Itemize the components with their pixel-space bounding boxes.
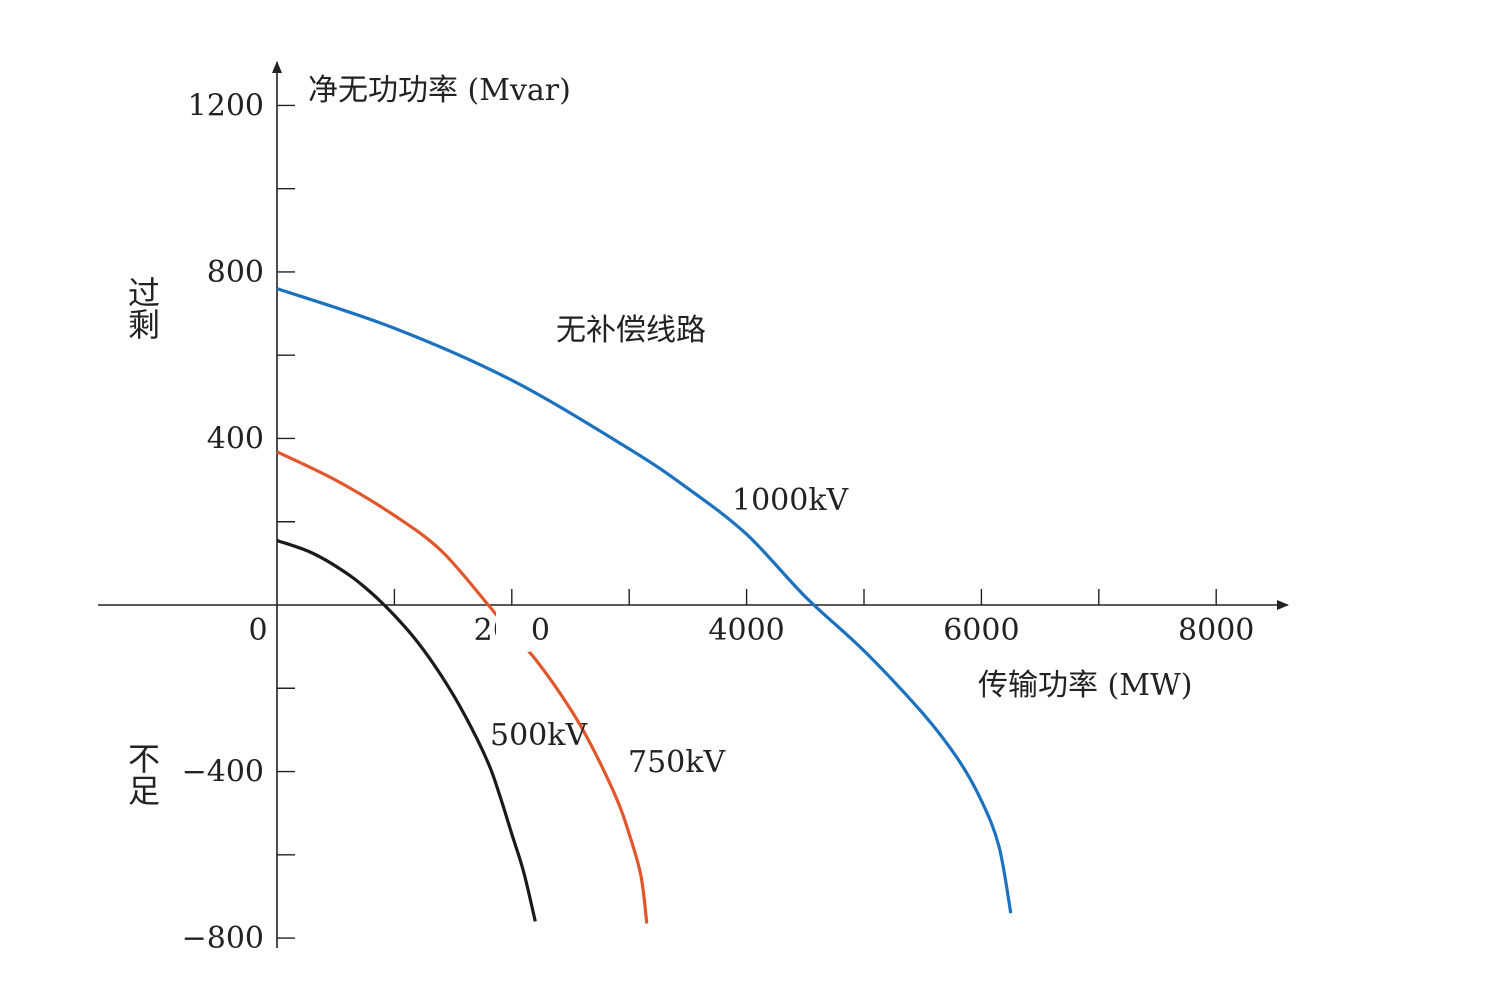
label-backdrop [496, 612, 530, 652]
series-label-750kv: 750kV [628, 745, 726, 780]
x-tick-label: 0 [248, 613, 267, 648]
y-tick-label: −800 [182, 921, 264, 956]
series-label-1000kv: 1000kV [732, 483, 850, 518]
y-tick-label: 400 [207, 421, 264, 456]
series-line-500kv [276, 538, 537, 922]
x-axis-title: 传输功率 (MW) [978, 668, 1193, 703]
series-line-750kv [276, 450, 649, 924]
series-lines [276, 287, 1013, 924]
region-label-deficit: 不足 [123, 742, 161, 806]
x-tick-label: 6000 [943, 613, 1019, 648]
y-tick-label: −400 [182, 755, 264, 790]
y-tick-label: 1200 [188, 88, 264, 123]
region-label-surplus: 过剩 [123, 276, 161, 340]
series-label-500kv: 500kV [490, 718, 588, 753]
x-tick-label: 4000 [708, 613, 784, 648]
x-tick-label: 8000 [1178, 613, 1254, 648]
series-line-1000kv [276, 287, 1013, 914]
chart-annotation: 无补偿线路 [556, 313, 706, 348]
tick-marks [277, 104, 1217, 939]
y-tick-label: 800 [207, 255, 264, 290]
y-axis-title: 净无功功率 (Mvar) [308, 73, 571, 108]
